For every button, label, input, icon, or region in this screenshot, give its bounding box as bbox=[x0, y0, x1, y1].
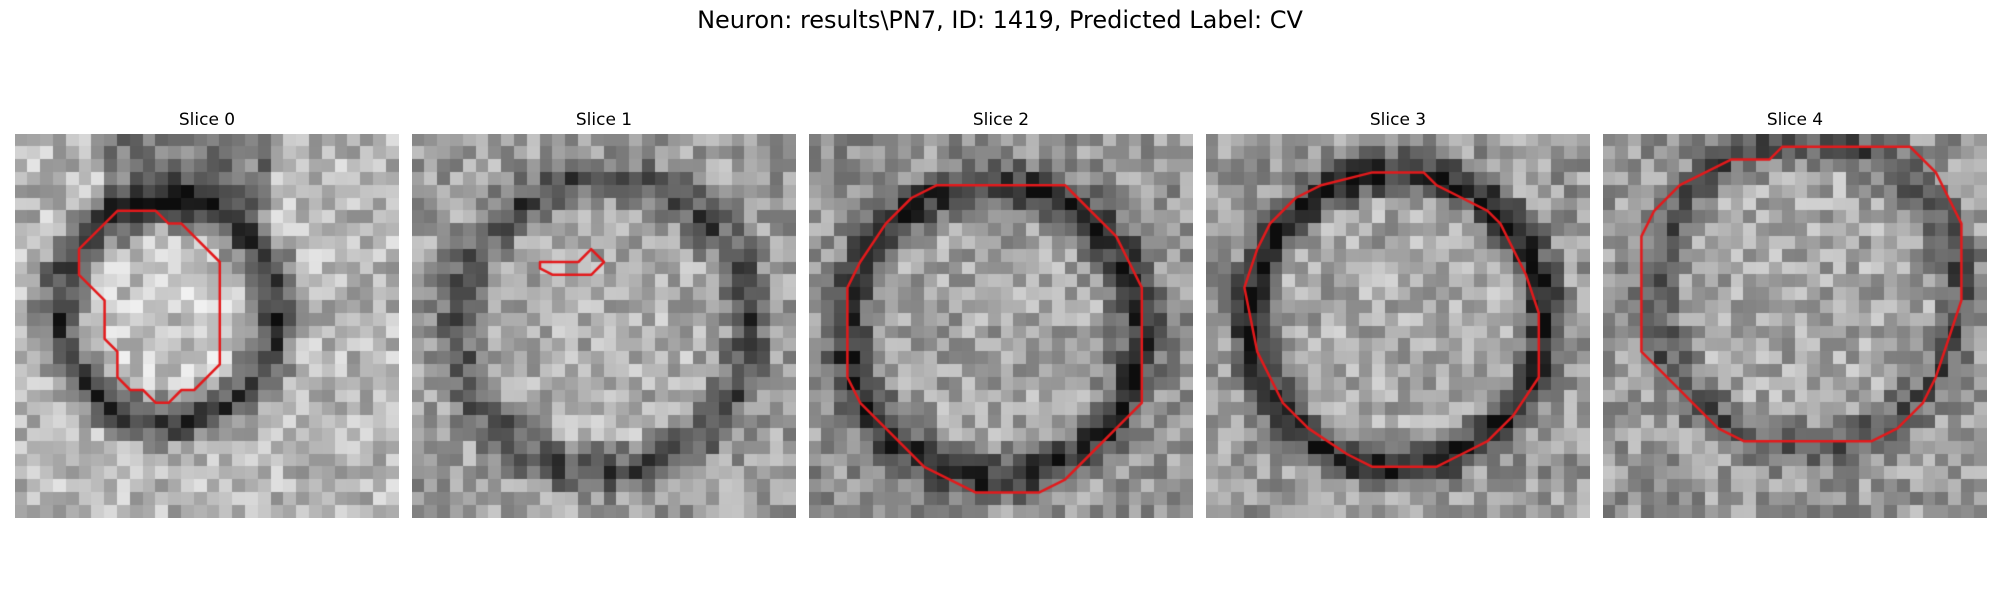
slice-image-4 bbox=[1603, 134, 1987, 518]
slice-image-2 bbox=[809, 134, 1193, 518]
slice-panel-0: Slice 0 bbox=[15, 108, 399, 524]
slice-panel-4: Slice 4 bbox=[1603, 108, 1987, 524]
slice-title-4: Slice 4 bbox=[1766, 110, 1824, 130]
slice-title-1: Slice 1 bbox=[575, 110, 633, 130]
slice-title-0: Slice 0 bbox=[178, 110, 236, 130]
slice-image-0 bbox=[15, 134, 399, 518]
slice-panel-1: Slice 1 bbox=[412, 108, 796, 524]
slice-title-3: Slice 3 bbox=[1369, 110, 1427, 130]
figure-title: Neuron: results\PN7, ID: 1419, Predicted… bbox=[697, 6, 1303, 34]
slice-image-1 bbox=[412, 134, 796, 518]
slice-image-3 bbox=[1206, 134, 1590, 518]
slice-title-2: Slice 2 bbox=[972, 110, 1030, 130]
slice-panel-3: Slice 3 bbox=[1206, 108, 1590, 524]
slice-panel-2: Slice 2 bbox=[809, 108, 1193, 524]
